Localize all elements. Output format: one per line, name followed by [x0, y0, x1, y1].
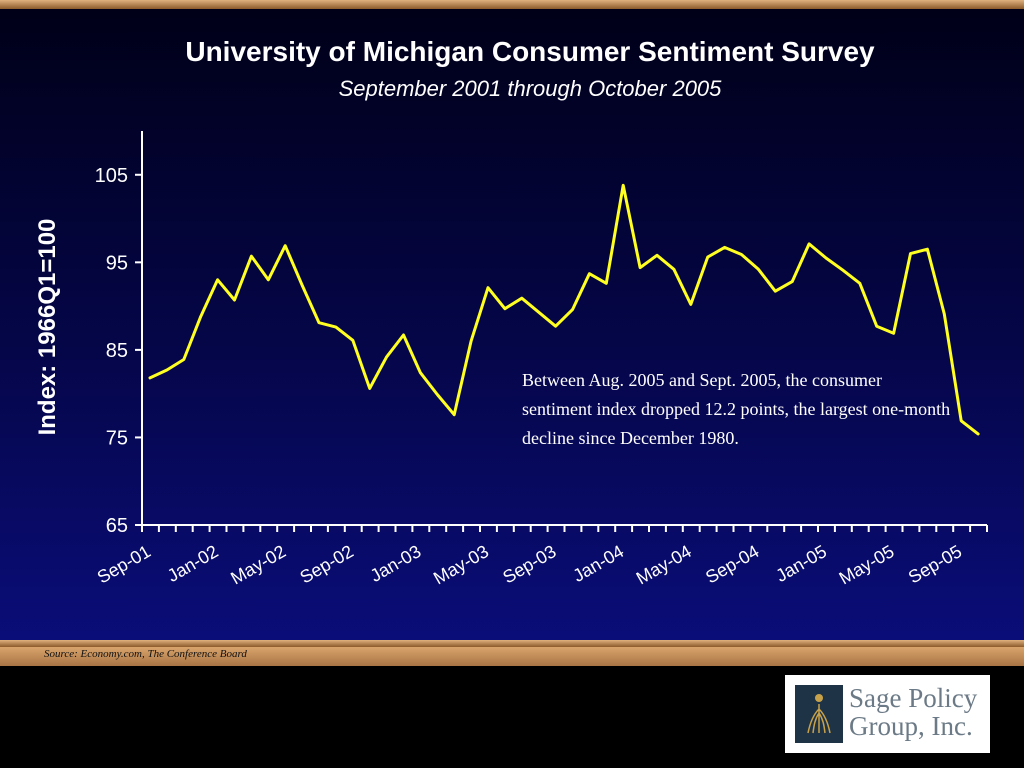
series-line-0 — [148, 183, 980, 436]
x-tick-label: May-04 — [633, 541, 695, 588]
chart-subtitle: September 2001 through October 2005 — [338, 76, 722, 101]
logo-line-2: Group, Inc. — [849, 711, 973, 741]
top-accent-bar — [0, 0, 1024, 9]
chart-annotation: Between Aug. 2005 and Sept. 2005, the co… — [522, 370, 951, 448]
x-tick-label: Sep-02 — [297, 541, 357, 587]
source-note: Source: Economy.com, The Conference Boar… — [44, 648, 247, 660]
x-tick-label: Jan-05 — [772, 541, 830, 586]
logo-line-1: Sage Policy — [849, 683, 978, 713]
logo-text: Sage Policy Group, Inc. — [849, 684, 977, 740]
chart-title: University of Michigan Consumer Sentimen… — [185, 36, 875, 67]
x-tick-label: Jan-03 — [367, 541, 425, 586]
sage-policy-logo: Sage Policy Group, Inc. — [785, 675, 990, 753]
x-tick-label: Jan-02 — [164, 541, 222, 586]
y-tick-label: 85 — [106, 340, 128, 362]
x-tick-label: Sep-05 — [905, 541, 965, 587]
x-tick-label: May-03 — [430, 541, 492, 588]
logo-emblem-icon — [795, 685, 843, 743]
y-tick-label: 65 — [106, 515, 128, 537]
x-tick-label: Jan-04 — [570, 541, 628, 586]
bottom-accent-bar — [0, 640, 1024, 647]
x-tick-label: Sep-04 — [702, 541, 762, 587]
y-tick-label: 95 — [106, 252, 128, 274]
y-tick-label: 105 — [95, 165, 128, 187]
x-tick-label: May-02 — [227, 541, 289, 588]
y-tick-label: 75 — [106, 427, 128, 449]
slide-background — [0, 9, 1024, 640]
source-strip — [0, 647, 1024, 666]
x-tick-label: May-05 — [836, 541, 898, 588]
x-tick-label: Sep-01 — [94, 541, 154, 587]
x-tick-label: Sep-03 — [499, 541, 559, 587]
